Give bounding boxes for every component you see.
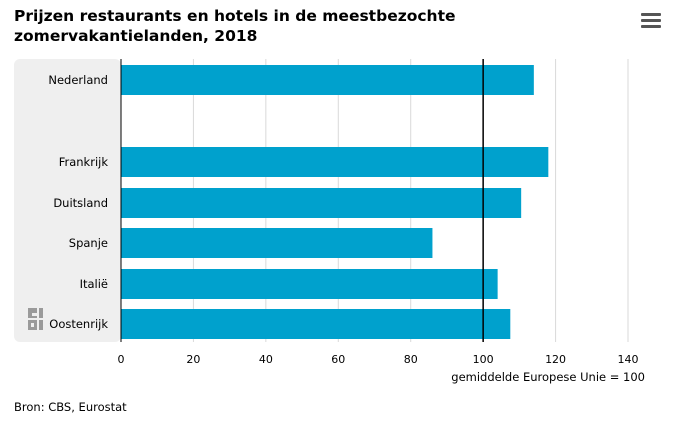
category-label: Nederland	[48, 73, 108, 87]
x-tick-label: 100	[473, 353, 494, 366]
cbs-logo-icon	[28, 308, 43, 330]
x-tick-label: 140	[618, 353, 639, 366]
x-tick-label: 40	[259, 353, 273, 366]
category-label: Duitsland	[53, 196, 108, 210]
category-label: Italië	[80, 277, 108, 291]
x-tick-label: 60	[331, 353, 345, 366]
bar-chart: Nederland Frankrijk Duitsland Spanje Italië O…	[14, 59, 645, 384]
bar[interactable]	[121, 228, 433, 258]
bar[interactable]	[121, 147, 549, 177]
x-tick-labels: 0 20 40 60 80 100 120 140	[118, 353, 639, 366]
category-label: Spanje	[69, 236, 108, 250]
label-panel-background	[14, 59, 121, 342]
category-label: Oostenrijk	[49, 317, 108, 331]
source-note: Bron: CBS, Eurostat	[14, 400, 127, 414]
bar[interactable]	[121, 65, 534, 95]
bar[interactable]	[121, 188, 522, 218]
bar[interactable]	[121, 269, 498, 299]
category-label: Frankrijk	[59, 155, 109, 169]
x-tick-label: 0	[118, 353, 125, 366]
x-tick-label: 120	[545, 353, 566, 366]
x-tick-label: 80	[404, 353, 418, 366]
x-tick-label: 20	[186, 353, 200, 366]
hamburger-menu-icon[interactable]	[641, 13, 661, 29]
category-labels: Nederland Frankrijk Duitsland Spanje Italië O…	[48, 73, 108, 331]
x-axis-label: gemiddelde Europese Unie = 100	[451, 370, 645, 384]
bar[interactable]	[121, 309, 511, 339]
bars	[121, 65, 549, 339]
page-title: Prijzen restaurants en hotels in de mees…	[14, 7, 456, 45]
